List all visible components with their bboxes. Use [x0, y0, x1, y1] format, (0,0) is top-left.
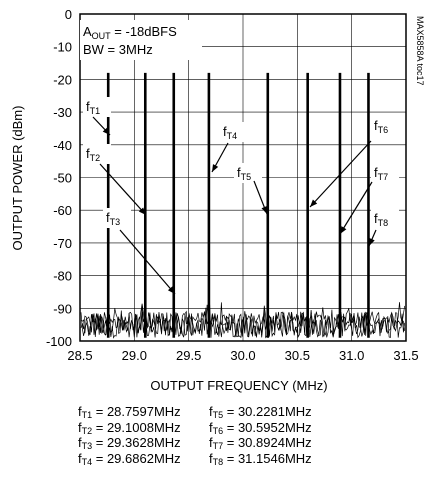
tone-arrow-head [310, 199, 318, 207]
tone-arrow-head [138, 207, 146, 215]
conditions-line-2: BW = 3MHz [83, 42, 153, 57]
tone-label-background [371, 116, 399, 136]
noise-trace [80, 302, 406, 339]
y-tick-label: -20 [53, 72, 72, 87]
tone-annotations: fT1 fT2 fT3 fT4 fT5 fT6 fT7 fT8 [83, 97, 399, 295]
freq-table-entry: fT7 = 30.8924MHz [209, 435, 312, 451]
x-axis-title: OUTPUT FREQUENCY (MHz) [150, 378, 327, 393]
tone-label-background [371, 163, 399, 183]
tone-arrow-head [167, 286, 175, 294]
tone-label: fT4 [223, 124, 237, 141]
tone-arrow-head [212, 164, 219, 172]
plot-frame [79, 13, 407, 342]
x-tick-label: 31.5 [393, 348, 418, 363]
y-tick-labels: 0 -10 -20 -30 -40 -50 -60 -70 -80 -90 -100 [46, 7, 72, 349]
noise-trace [80, 303, 406, 339]
tone-label-background [83, 144, 111, 164]
tone-arrow [119, 229, 176, 295]
tone-label-background [83, 97, 111, 117]
tone-label: fT3 [106, 210, 120, 227]
tone-arrow [309, 140, 372, 208]
tone-arrow-head [261, 206, 267, 214]
x-tick-label: 31.0 [339, 348, 364, 363]
tone-lines [106, 72, 370, 338]
y-tick-label: -40 [53, 138, 72, 153]
y-tick-label: -60 [53, 203, 72, 218]
spectrum-chart: 28.5 29.0 29.5 30.0 30.5 31.0 31.5 0 -10 -20 -30 -… [10, 7, 425, 393]
y-tick-label: -10 [53, 40, 72, 55]
x-tick-label: 30.0 [230, 348, 255, 363]
tone-label-background [103, 208, 131, 228]
tone-arrow-head [102, 127, 110, 135]
tone-label-background [234, 163, 262, 183]
tone-arrow-head [340, 226, 347, 234]
y-tick-label: -50 [53, 171, 72, 186]
conditions-line-1: AOUT = -18dBFS [83, 24, 177, 41]
noise-floor [80, 302, 406, 339]
tone-label-background [371, 209, 399, 229]
freq-table-entry: fT1 = 28.7597MHz [78, 404, 181, 420]
freq-table-entry: fT8 = 31.1546MHz [209, 450, 312, 467]
x-tick-label: 29.0 [122, 348, 147, 363]
tone-arrow [99, 163, 147, 216]
y-tick-label: -80 [53, 269, 72, 284]
tone-arrow-head [369, 238, 375, 246]
freq-table-entry: fT6 = 30.5952MHz [209, 419, 312, 436]
tone-label: fT7 [374, 165, 388, 182]
tone-label: fT5 [237, 165, 251, 182]
x-tick-label: 30.5 [285, 348, 310, 363]
y-tick-label: -100 [46, 334, 72, 349]
y-tick-label: 0 [65, 7, 72, 22]
y-tick-label: -30 [53, 105, 72, 120]
tone-label: fT8 [374, 211, 388, 228]
x-tick-labels: 28.5 29.0 29.5 30.0 30.5 31.0 31.5 [67, 348, 418, 363]
tone-label: fT1 [86, 99, 100, 116]
conditions-box: AOUT = -18dBFS BW = 3MHz [80, 20, 202, 60]
freq-table-entry: fT2 = 29.1008MHz [78, 419, 181, 436]
tone-label-background [220, 122, 248, 142]
conditions-background [80, 20, 202, 60]
tone-label: fT6 [374, 118, 388, 135]
version-label: MAX5858A toc17 [415, 16, 425, 86]
freq-table-entry: fT4 = 29.6862MHz [78, 450, 181, 467]
freq-table-entry: fT5 = 30.2281MHz [209, 404, 312, 420]
x-tick-label: 29.5 [176, 348, 201, 363]
tone-label: fT2 [86, 146, 100, 163]
x-tick-label: 28.5 [67, 348, 92, 363]
y-axis-title: OUTPUT POWER (dBm) [10, 106, 25, 251]
y-tick-label: -90 [53, 301, 72, 316]
tone-arrow [339, 181, 373, 235]
y-tick-label: -70 [53, 236, 72, 251]
freq-table-entry: fT3 = 29.3628MHz [78, 435, 181, 451]
